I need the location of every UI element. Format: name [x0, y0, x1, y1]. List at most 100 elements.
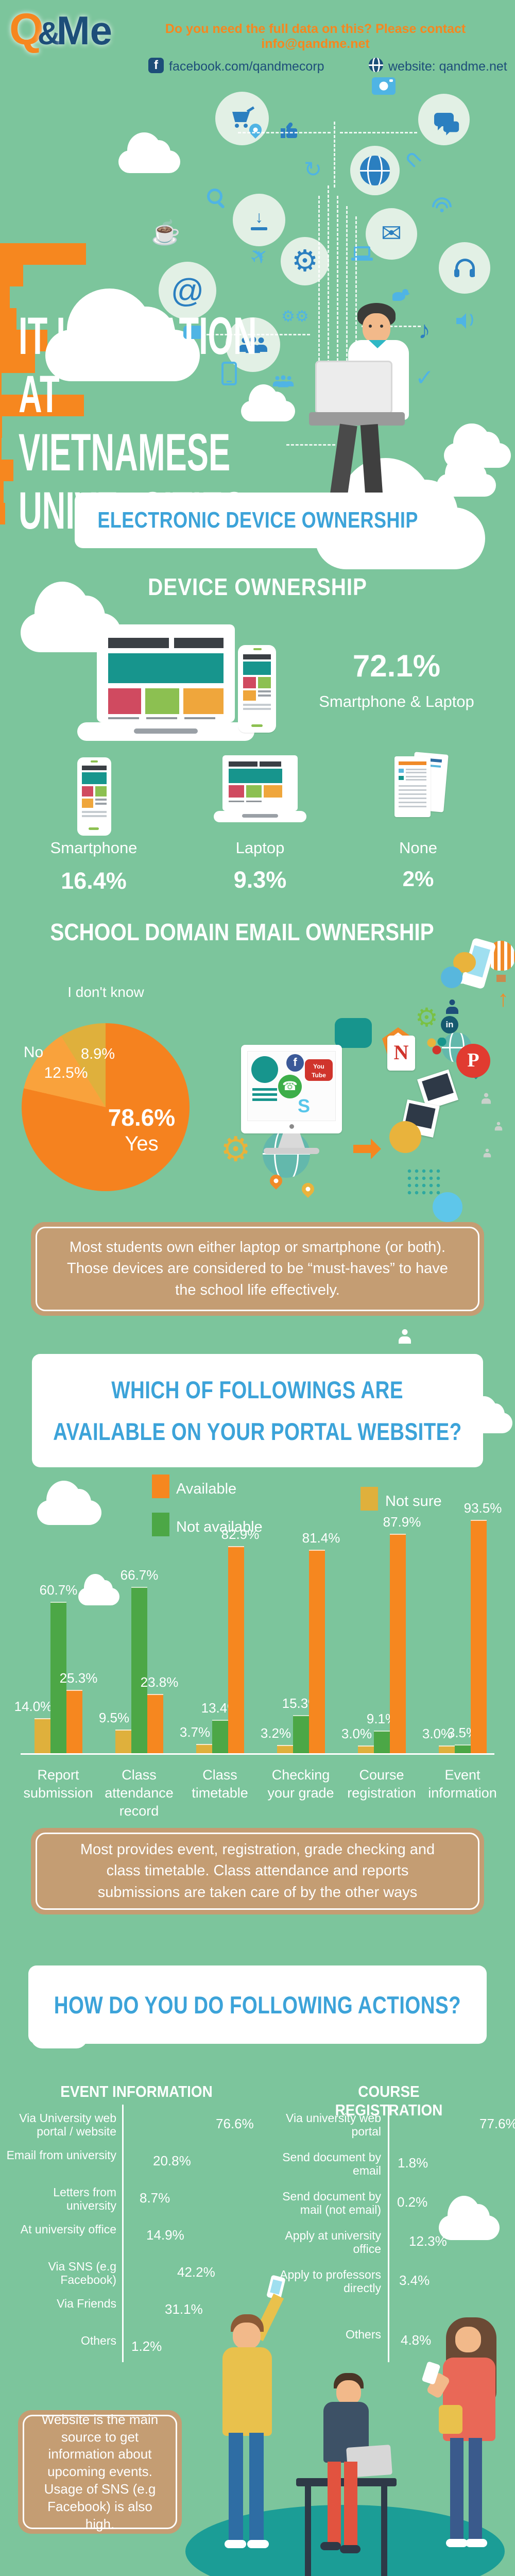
callout-portal-text: Most provides event, registration, grade… — [80, 1841, 435, 1901]
at-icon-circle: @ — [159, 262, 216, 319]
stat-smartphone-label: Smartphone — [50, 839, 138, 857]
laptop-icon — [351, 246, 373, 262]
dashed-connector — [340, 132, 417, 133]
bar-value-label: 8.7% — [140, 2190, 170, 2206]
dashed-connector — [334, 122, 335, 188]
cloud — [439, 2195, 500, 2240]
bar-not-available — [50, 1602, 66, 1754]
hero-title-line: VIETNAMESE — [19, 423, 231, 482]
twitter-circle-icon — [433, 1192, 462, 1222]
hero-title-line: IT UTILIZATION — [19, 307, 257, 365]
callout-device: Most students own either laptop or smart… — [31, 1222, 484, 1316]
legend-swatch-available — [152, 1475, 169, 1498]
gear-icon: ⚙ — [291, 244, 318, 278]
callout-website: Website is the main source to get inform… — [18, 2410, 182, 2534]
course-chart-axis — [388, 2105, 389, 2362]
dashed-connector — [355, 216, 357, 366]
avatar-circle-icon — [441, 967, 462, 988]
bar-value-label: 14.9% — [146, 2227, 184, 2243]
logo-amp: & — [37, 16, 61, 52]
bar-value-label: 42.2% — [177, 2264, 215, 2280]
cloud — [118, 132, 180, 173]
location-pin-icon — [299, 1180, 317, 1198]
headphones-icon-circle — [439, 242, 490, 294]
bar-value-label: 3.7% — [179, 1724, 211, 1740]
hero-title: IT UTILIZATION AT VIETNAMESE UNIVERSITIE… — [19, 307, 257, 540]
headphones-icon — [454, 259, 475, 277]
at-icon: @ — [170, 272, 204, 309]
section-header-portal: WHICH OF FOLLOWINGS ARE AVAILABLE ON YOU… — [32, 1354, 483, 1467]
dots-flower-icon — [426, 1038, 449, 1055]
people-icon-circle — [226, 317, 280, 372]
download-icon-circle: ↓ — [233, 194, 285, 246]
gears-small-icon: ⚙⚙ — [281, 308, 309, 325]
bar — [0, 265, 23, 286]
category-label: Class timetable — [192, 1767, 248, 1801]
legend-label-available: Available — [176, 1481, 237, 1497]
pinterest-icon: P — [456, 1044, 490, 1078]
bar-value-label: 81.4% — [302, 1530, 340, 1546]
social-media-cluster: ↑ ⚙ in P N f ☎ You Tube — [0, 14, 515, 1423]
logo-me: Me — [56, 8, 113, 53]
category-label: Report submission — [23, 1767, 93, 1801]
stat-none-label: None — [399, 839, 438, 857]
chat-bubble-yellow-icon — [389, 1121, 421, 1153]
row-label: Via university web portal — [286, 2111, 381, 2139]
gear-icon: ⚙ — [220, 1130, 251, 1168]
bar-not-sure — [439, 1745, 455, 1754]
cloud — [37, 1480, 101, 1525]
pie-label-yes: Yes — [125, 1132, 159, 1155]
twitter-bird-icon — [392, 289, 410, 302]
arrow-up-icon: ↑ — [497, 986, 509, 1011]
callout-device-text: Most students own either laptop or smart… — [67, 1239, 448, 1298]
dashed-connector — [337, 196, 338, 366]
bar — [0, 481, 4, 503]
header-website: website: qandme.net — [388, 59, 507, 74]
callout-portal: Most provides event, registration, grade… — [31, 1828, 484, 1914]
globe-icon — [369, 58, 383, 72]
event-information-chart: Via University web portal / website 76.6%… — [0, 243, 515, 2354]
bar — [0, 330, 47, 351]
dashed-connector — [346, 206, 348, 366]
bar-available — [309, 1550, 325, 1754]
dots-grid — [406, 1167, 442, 1195]
bar — [0, 373, 2, 395]
section-header-actions: HOW DO YOU DO FOLLOWING ACTIONS? — [28, 1965, 487, 2044]
bar — [0, 416, 2, 438]
monitor-stand — [278, 1133, 305, 1148]
event-chart-title: EVENT INFORMATION — [60, 2082, 213, 2100]
bar-value-label: 3.0% — [341, 1726, 372, 1741]
event-chart-axis — [122, 2105, 124, 2362]
email-icon-circle: ✉ — [366, 208, 417, 260]
category-label: Course registration — [347, 1767, 416, 1801]
youtube-text: Tube — [312, 1071, 326, 1079]
stat-none-value: 2% — [402, 867, 434, 891]
bar-value-label: 1.8% — [398, 2155, 428, 2171]
bar-value-label: 12.3% — [409, 2233, 447, 2249]
category-label: Checking your grade — [267, 1767, 334, 1801]
device-sub-title: DEVICE OWNERSHIP — [148, 573, 367, 600]
bar-value-label: 93.5% — [464, 1500, 502, 1516]
bar-not-sure — [115, 1730, 131, 1754]
cloud — [437, 455, 496, 497]
x-axis — [21, 1753, 494, 1755]
bar — [0, 395, 84, 416]
bar-value-label: 3.0% — [422, 1726, 453, 1741]
phone-circle-icon: ☎ — [278, 1075, 302, 1098]
legend-label-not-sure: Not sure — [385, 1493, 442, 1510]
stat-smartphone-laptop-label: Smartphone & Laptop — [319, 692, 474, 710]
stat-smartphone-laptop-value: 72.1% — [352, 649, 441, 683]
header-facebook: facebook.com/qandmecorp — [169, 59, 324, 74]
bar — [0, 308, 16, 330]
bar-value-label: 9.5% — [98, 1710, 130, 1725]
bar-value-label: 14.0% — [14, 1699, 53, 1714]
linkedin-icon: in — [441, 1016, 458, 1033]
row-label: At university office — [20, 2223, 116, 2236]
row-label: Send document by mail (not email) — [282, 2190, 381, 2217]
bar-value-label: 3.4% — [399, 2273, 430, 2288]
row-label: Send document by email — [282, 2150, 381, 2178]
bar-available — [471, 1520, 487, 1754]
bar-value-label: 3.2% — [260, 1725, 291, 1741]
section-header-device-title: ELECTRONIC DEVICE OWNERSHIP — [97, 507, 419, 533]
youtube-text: You — [313, 1063, 324, 1070]
